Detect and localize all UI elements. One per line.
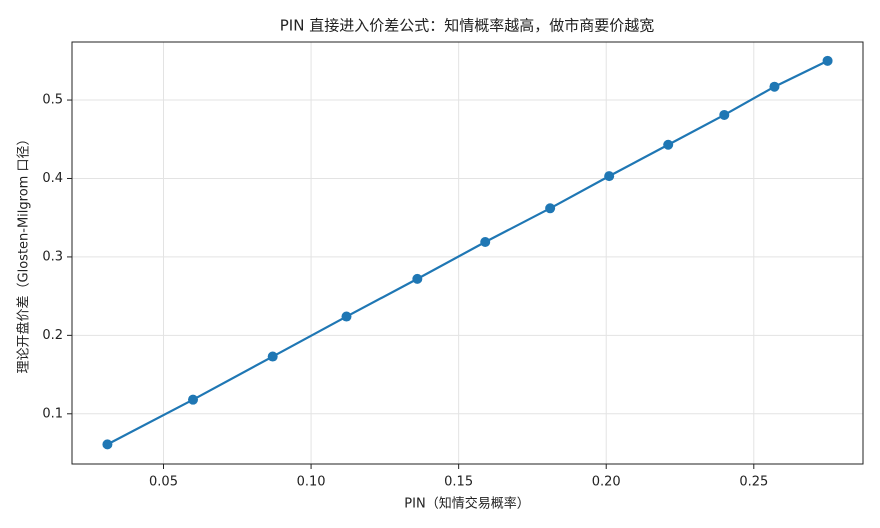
y-tick-label: 0.1 [42,406,63,421]
x-tick-label: 0.25 [739,475,768,490]
data-point [545,203,556,214]
y-tick-label: 0.2 [42,328,63,343]
data-point [188,394,199,405]
data-point [822,55,833,66]
y-axis-label: 理论开盘价差（Glosten-Milgrom 口径） [16,133,32,374]
y-tick-label: 0.3 [42,249,63,264]
x-axis-label: PIN（知情交易概率） [404,496,529,512]
data-point [663,139,674,150]
x-tick-label: 0.15 [444,475,473,490]
data-point [604,171,615,182]
data-point [267,351,278,362]
data-point [769,81,780,92]
data-point [412,273,423,284]
data-point [719,109,730,120]
plot-frame [71,41,864,465]
x-tick-label: 0.05 [149,475,178,490]
x-tick-label: 0.20 [592,475,621,490]
data-point [341,311,352,322]
data-point [480,237,491,248]
y-tick-label: 0.5 [42,93,63,108]
y-tick-label: 0.4 [42,171,63,186]
chart-title: PIN 直接进入价差公式：知情概率越高，做市商要价越宽 [280,17,654,35]
x-tick-label: 0.10 [297,475,326,490]
data-point [102,439,113,450]
series-line [106,59,829,446]
